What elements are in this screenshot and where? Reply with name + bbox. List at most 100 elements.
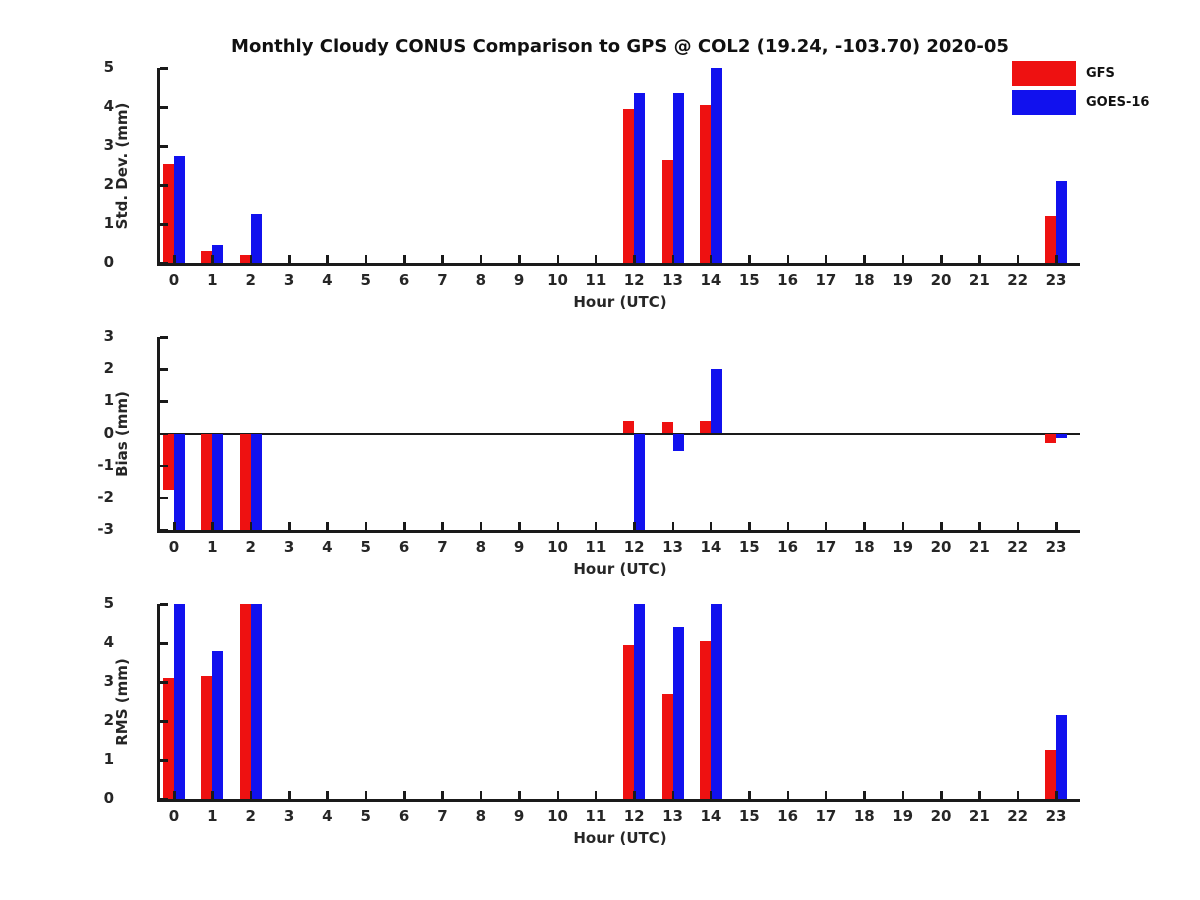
x-axis-title: Hour (UTC) bbox=[573, 560, 667, 578]
y-tick bbox=[160, 184, 168, 187]
x-tick-label: 4 bbox=[322, 271, 333, 289]
x-tick bbox=[479, 255, 483, 263]
x-tick bbox=[901, 522, 905, 530]
x-tick bbox=[403, 522, 406, 530]
x-tick bbox=[441, 791, 444, 799]
x-tick-label: 3 bbox=[283, 807, 295, 825]
x-tick-label: 18 bbox=[853, 807, 875, 825]
y-tick-label: 0 bbox=[103, 423, 114, 442]
x-tick bbox=[786, 522, 790, 530]
x-tick-label: 16 bbox=[777, 807, 799, 825]
bar-gfs-h13 bbox=[661, 422, 673, 434]
x-tick bbox=[594, 522, 598, 530]
x-tick-label: 10 bbox=[547, 271, 568, 289]
x-tick-label: 10 bbox=[547, 807, 568, 825]
x-tick-label: 5 bbox=[360, 271, 371, 289]
bar-gfs-h1 bbox=[201, 433, 213, 530]
x-axis-spine bbox=[157, 530, 1080, 533]
y-tick bbox=[160, 145, 168, 148]
x-tick-label: 6 bbox=[398, 271, 410, 289]
x-tick bbox=[748, 522, 751, 530]
x-tick-label: 1 bbox=[207, 538, 218, 556]
x-tick-label: 9 bbox=[513, 538, 525, 556]
y-tick-label: 1 bbox=[103, 391, 114, 410]
y-tick bbox=[160, 603, 168, 606]
x-tick-label: 13 bbox=[662, 807, 683, 825]
x-tick bbox=[709, 522, 713, 530]
x-tick bbox=[1016, 522, 1020, 530]
x-tick bbox=[173, 522, 176, 530]
x-tick-label: 9 bbox=[513, 807, 525, 825]
y-tick bbox=[160, 798, 168, 801]
bar-goes-16-h23 bbox=[1056, 715, 1068, 799]
bar-gfs-h12 bbox=[623, 108, 635, 263]
y-tick-label: 4 bbox=[103, 633, 114, 651]
x-tick-label: 15 bbox=[738, 538, 760, 556]
x-axis-title: Hour (UTC) bbox=[573, 293, 667, 311]
x-tick-label: 22 bbox=[1007, 538, 1029, 556]
bar-gfs-h2 bbox=[239, 433, 251, 530]
x-tick bbox=[249, 522, 253, 530]
x-tick-label: 14 bbox=[700, 271, 722, 289]
x-tick bbox=[211, 522, 214, 530]
bar-goes-16-h1 bbox=[212, 245, 224, 263]
x-tick-label: 19 bbox=[892, 271, 914, 289]
x-tick bbox=[824, 791, 828, 799]
x-axis-spine bbox=[157, 799, 1080, 802]
x-tick-label: 1 bbox=[207, 271, 218, 289]
x-tick-label: 12 bbox=[623, 538, 645, 556]
x-tick bbox=[940, 255, 943, 263]
y-tick-label: 5 bbox=[103, 58, 114, 76]
y-tick-label: 5 bbox=[103, 594, 114, 612]
bar-gfs-h0 bbox=[163, 678, 174, 799]
y-axis-title: Std. Dev. (mm) bbox=[113, 102, 131, 229]
x-axis-spine bbox=[157, 263, 1080, 266]
x-tick-label: 14 bbox=[700, 807, 722, 825]
y-tick-label: 3 bbox=[103, 136, 114, 154]
x-tick bbox=[288, 522, 291, 530]
bar-goes-16-h13 bbox=[672, 433, 684, 452]
x-tick bbox=[479, 522, 483, 530]
y-tick bbox=[160, 223, 168, 226]
x-tick bbox=[633, 522, 636, 530]
x-tick bbox=[211, 255, 214, 263]
legend-label-gfs: GFS bbox=[1086, 66, 1115, 81]
x-tick bbox=[940, 791, 943, 799]
x-tick-label: 0 bbox=[168, 271, 180, 289]
x-tick bbox=[1055, 791, 1058, 799]
y-tick-label: 2 bbox=[103, 359, 114, 378]
x-tick-label: 1 bbox=[207, 807, 218, 825]
x-tick-label: 22 bbox=[1007, 807, 1029, 825]
bar-goes-16-h1 bbox=[212, 433, 224, 530]
x-tick-label: 17 bbox=[815, 807, 837, 825]
x-tick-label: 19 bbox=[892, 538, 914, 556]
x-tick-label: 6 bbox=[398, 807, 410, 825]
x-tick-label: 11 bbox=[585, 538, 607, 556]
bar-gfs-h2 bbox=[239, 255, 251, 263]
x-tick-label: 8 bbox=[475, 807, 487, 825]
y-axis-title: RMS (mm) bbox=[113, 657, 131, 746]
x-tick-label: 15 bbox=[738, 807, 760, 825]
y-tick bbox=[160, 400, 168, 403]
y-tick bbox=[160, 368, 168, 371]
x-tick-label: 10 bbox=[547, 538, 568, 556]
x-tick bbox=[671, 255, 675, 263]
x-tick-label: 7 bbox=[437, 807, 448, 825]
y-tick bbox=[160, 759, 168, 762]
bar-goes-16-h12 bbox=[634, 93, 646, 263]
y-tick-label: 1 bbox=[103, 214, 114, 232]
x-axis-title: Hour (UTC) bbox=[573, 829, 667, 847]
x-tick-label: 15 bbox=[738, 271, 760, 289]
bar-goes-16-h13 bbox=[672, 93, 684, 263]
x-tick-label: 5 bbox=[360, 538, 371, 556]
y-tick-label: -3 bbox=[97, 520, 114, 538]
bar-gfs-h13 bbox=[661, 693, 673, 799]
x-tick bbox=[326, 522, 329, 530]
y-tick bbox=[160, 496, 168, 500]
x-tick-label: 21 bbox=[968, 538, 990, 556]
bar-gfs-h14 bbox=[699, 105, 711, 263]
x-tick bbox=[633, 791, 636, 799]
y-tick bbox=[160, 464, 168, 468]
x-tick bbox=[901, 791, 905, 799]
bar-gfs-h14 bbox=[699, 420, 711, 434]
